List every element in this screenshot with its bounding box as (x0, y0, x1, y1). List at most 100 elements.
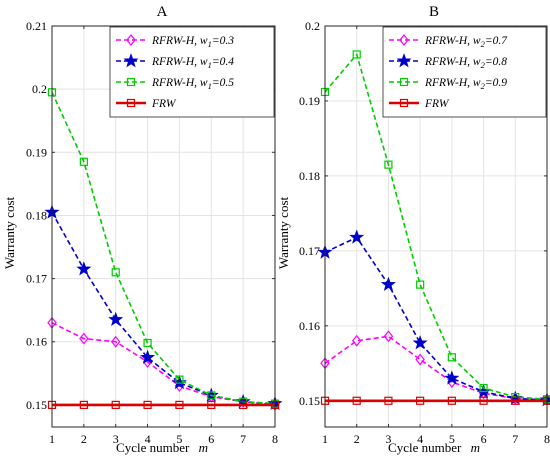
data-point (383, 330, 394, 343)
legend-entry: FRW (116, 98, 177, 110)
data-point (444, 370, 460, 385)
x-tick-label: 5 (449, 432, 455, 446)
legend-label-name: RFRW-H, w (424, 56, 481, 68)
legend-label-sub: 1 (208, 60, 212, 70)
legend-label-sub: 2 (481, 39, 486, 49)
y-tick-label: 0.17 (299, 244, 320, 258)
data-point (416, 396, 425, 405)
data-point (175, 375, 184, 384)
legend-label-name: FRW (424, 98, 450, 110)
x-axis-label-var: m (471, 440, 480, 455)
y-tick-label: 0.15 (26, 398, 47, 412)
legend-label: FRW (424, 98, 450, 110)
data-point (175, 400, 184, 409)
y-tick-label: 0.15 (299, 394, 320, 408)
y-axis-label: Warranty cost (276, 196, 291, 269)
series-2 (44, 204, 283, 411)
legend-label-value: =0.7 (485, 35, 508, 47)
legend-label-value: =0.4 (212, 56, 234, 68)
data-point (415, 353, 425, 366)
legend-label-name: RFRW-H, w (151, 77, 208, 89)
data-point (352, 50, 361, 59)
data-point (399, 77, 409, 87)
x-tick-label: 6 (481, 432, 487, 446)
x-axis-label: Cycle number m (388, 440, 480, 455)
series-line (51, 322, 276, 406)
x-axis-label-text: Cycle number (388, 440, 462, 455)
legend-label: RFRW-H, w1=0.5 (151, 77, 234, 91)
data-point (384, 160, 393, 169)
data-point (399, 34, 409, 46)
panel-title: B (429, 4, 439, 20)
data-point (349, 229, 365, 244)
x-tick-label: 3 (385, 432, 391, 446)
series-1 (47, 316, 280, 411)
x-tick-label: 7 (512, 432, 518, 446)
y-tick-label: 0.2 (32, 82, 47, 96)
legend-label-name: RFRW-H, w (424, 35, 481, 47)
legend-label-sub: 2 (481, 81, 486, 91)
legend-label: FRW (151, 98, 177, 110)
legend-label-value: =0.5 (212, 77, 234, 89)
data-point (351, 334, 362, 347)
y-tick-label: 0.19 (26, 145, 47, 159)
series-4 (320, 396, 550, 405)
data-point (79, 400, 88, 409)
data-point (207, 400, 216, 409)
data-point (143, 338, 152, 348)
x-tick-label: 8 (544, 432, 550, 446)
legend-label-sub: 1 (208, 81, 212, 91)
legend-label-name: RFRW-H, w (151, 35, 208, 47)
data-point (140, 349, 156, 364)
data-point (396, 53, 412, 68)
data-point (126, 77, 136, 87)
data-point (79, 332, 89, 345)
legend-label-value: =0.9 (485, 77, 507, 89)
legend-label: RFRW-H, w1=0.3 (151, 35, 234, 49)
legend-label: RFRW-H, w2=0.9 (424, 77, 507, 91)
data-point (111, 268, 120, 277)
data-point (479, 396, 488, 405)
data-point (110, 335, 121, 348)
x-tick-label: 2 (81, 432, 87, 446)
series-line (51, 211, 276, 405)
legend-label-value: =0.3 (212, 35, 234, 47)
y-tick-label: 0.18 (299, 169, 320, 183)
legend-label-name: RFRW-H, w (424, 77, 481, 89)
y-tick-label: 0.21 (26, 19, 47, 33)
y-tick-label: 0.17 (26, 272, 47, 286)
series-line (324, 335, 548, 401)
legend-entry: RFRW-H, w1=0.4 (116, 53, 234, 70)
data-point (416, 280, 425, 289)
data-point (511, 396, 520, 405)
x-axis-label-text: Cycle number (116, 440, 190, 455)
x-axis-label-var: m (199, 440, 208, 455)
data-point (380, 276, 396, 291)
x-tick-label: 4 (145, 432, 151, 446)
data-point (123, 53, 139, 68)
x-tick-label: 8 (272, 432, 278, 446)
legend-label: RFRW-H, w2=0.8 (424, 56, 507, 70)
series-line (324, 52, 548, 401)
legend-entry: RFRW-H, w2=0.9 (389, 77, 507, 91)
x-tick-label: 4 (417, 432, 423, 446)
legend-label: RFRW-H, w2=0.7 (424, 35, 508, 49)
data-point (111, 400, 120, 409)
series-line (324, 236, 548, 401)
x-tick-label: 7 (240, 432, 246, 446)
data-point (384, 396, 393, 405)
legend-label: RFRW-H, w1=0.4 (151, 56, 234, 70)
data-point (399, 98, 409, 108)
y-tick-label: 0.19 (299, 94, 320, 108)
axes-box (51, 25, 276, 428)
x-axis-label: Cycle number m (116, 440, 208, 455)
legend-entry: RFRW-H, w1=0.5 (116, 77, 234, 91)
legend-label-name: FRW (151, 98, 177, 110)
legend-entry: RFRW-H, w1=0.3 (116, 34, 234, 49)
data-point (207, 391, 216, 400)
data-point (412, 335, 428, 350)
axes-box (324, 25, 548, 428)
